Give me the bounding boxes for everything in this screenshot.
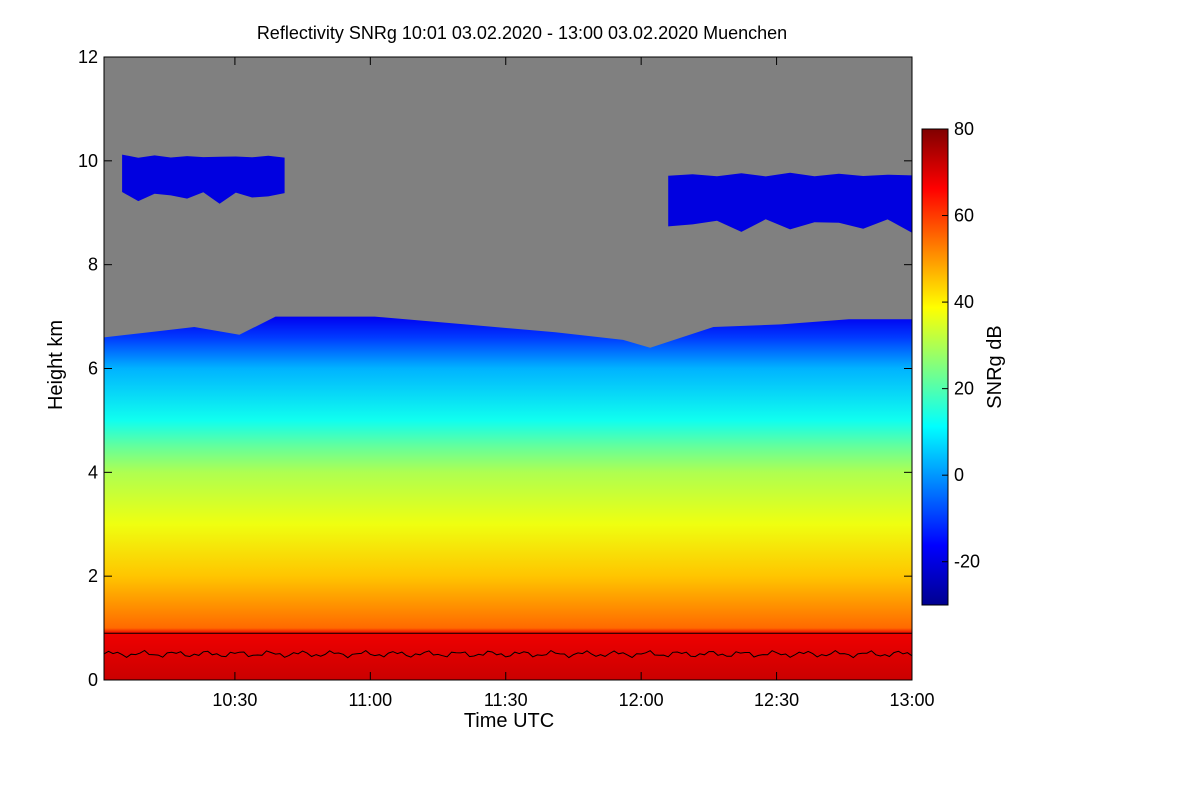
x-tick-label: 11:30 xyxy=(484,690,528,710)
chart-title: Reflectivity SNRg 10:01 03.02.2020 - 13:… xyxy=(257,23,787,43)
y-tick-label: 2 xyxy=(88,566,98,586)
x-axis-label: Time UTC xyxy=(464,710,554,732)
colorbar-tick-label: 0 xyxy=(954,465,964,485)
upper-cloud-1 xyxy=(122,154,285,204)
colorbar-tick-label: 80 xyxy=(954,119,974,139)
y-tick-label: 4 xyxy=(88,462,98,482)
x-tick-label: 11:00 xyxy=(348,690,392,710)
colorbar-gradient xyxy=(921,128,949,606)
colorbar: -20 0 20 40 60 80 xyxy=(921,119,980,606)
colorbar-tick-label: 20 xyxy=(954,379,974,399)
cloud-mass xyxy=(104,316,912,680)
x-tick-label: 12:00 xyxy=(619,690,664,710)
y-tick-label: 0 xyxy=(88,670,98,690)
y-axis: 0 2 4 6 8 10 12 xyxy=(78,47,912,690)
x-tick-label: 12:30 xyxy=(754,690,799,710)
x-tick-label: 13:00 xyxy=(889,690,934,710)
plot-area xyxy=(104,57,912,680)
boundary-layer-line xyxy=(104,649,912,659)
y-tick-label: 12 xyxy=(78,47,98,67)
colorbar-label: SNRg dB xyxy=(984,325,1006,408)
colorbar-tick-label: 60 xyxy=(954,206,974,226)
upper-cloud-2 xyxy=(668,172,912,233)
upper-clouds xyxy=(122,154,912,233)
x-axis: 10:30 11:00 11:30 12:00 12:30 13:00 xyxy=(212,57,935,710)
y-tick-label: 8 xyxy=(88,255,98,275)
y-axis-label: Height km xyxy=(45,320,67,410)
colorbar-tick-label: 40 xyxy=(954,292,974,312)
colorbar-ticks: -20 0 20 40 60 80 xyxy=(942,119,980,572)
x-tick-label: 10:30 xyxy=(212,690,257,710)
colorbar-tick-label: -20 xyxy=(954,552,980,572)
y-tick-label: 6 xyxy=(88,359,98,379)
y-tick-label: 10 xyxy=(78,151,98,171)
